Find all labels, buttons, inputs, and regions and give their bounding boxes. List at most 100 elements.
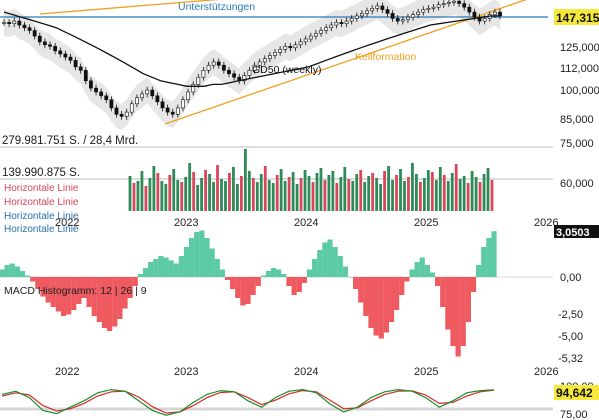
volume-bar [327,175,331,211]
macd-tick-5: -5,00 [558,331,583,343]
candle-body [119,113,124,117]
candle-body [124,111,129,117]
macd-bar [45,277,51,303]
candle-body [160,101,165,109]
candle-body [385,9,390,14]
candle-body [114,107,119,115]
formation-label: Keilformation [355,51,416,63]
macd-bar [271,268,277,277]
candle-body [165,107,170,113]
candle-body [416,11,421,15]
volume-bar [355,174,359,211]
volume-bar [204,170,207,211]
volume-bar [216,165,219,211]
volume-bar [375,178,379,211]
candle-body [400,19,405,22]
volume-bar [418,182,422,211]
macd-bar [250,277,256,295]
volume-bar [490,180,494,211]
macd-bar [219,269,225,277]
candle-body [104,95,109,101]
macd-bar [55,277,61,312]
macd-bar [337,256,343,277]
macd-bar [76,277,82,304]
candle-body [262,58,267,63]
price-tick-100: 100,000 [560,85,599,97]
volume-bar [176,180,180,211]
macd-bar [91,277,97,316]
macd-bar [255,277,261,286]
volume-bar [454,164,458,211]
macd-bar [378,277,384,339]
candle-body [170,111,175,115]
candle-body [472,11,477,18]
macd-bar [450,277,456,346]
stoch-tick-75: 75,00 [560,409,588,420]
macd-bar [414,262,420,277]
candle-body [216,61,221,66]
volume-bar [458,179,462,211]
volume-bar [474,177,478,211]
macd-bar [112,277,118,327]
volume-bar [200,178,204,211]
volume-bar [188,163,192,211]
volume-tick-75: 75,000 [560,138,594,150]
last-price-value: 147,315 [556,11,599,25]
macd-bar [404,277,410,282]
macd-bar [9,263,15,277]
volume-bar [466,183,470,211]
candle-body [421,9,426,13]
volume-bar [462,176,466,211]
macd-bar [399,277,405,295]
macd-bar [358,277,364,303]
volume-bar [442,175,446,211]
macd-bar [132,277,138,286]
macd-bar [322,242,328,277]
macd-bar [142,268,149,277]
candle-body [58,50,63,55]
macd-bar [455,277,461,357]
volume-bar [140,171,144,211]
volume-average: 139.990.875 S. [2,167,80,179]
macd-bar [317,250,323,277]
volume-bar [315,173,319,211]
candle-body [349,18,354,22]
candle-body [175,107,180,115]
macd-bar [368,277,374,328]
volume-bar [343,167,347,211]
macd-bar [353,277,359,289]
volume-bar [164,184,168,211]
year-2025-bottom: 2025 [414,366,438,378]
volume-bar [446,181,450,211]
macd-bar [40,277,46,297]
volume-bar [279,169,283,211]
volume-bar [196,185,200,211]
year-axis-bottom: 2022 2023 2024 2025 2026 [55,366,558,378]
stochastic-k-line [1,388,495,416]
volume-bar [144,186,148,211]
macd-bar [71,277,77,310]
volume-bar [259,174,263,211]
macd-bar [312,259,318,277]
macd-bar [383,277,389,333]
volume-bar [228,173,231,211]
volume-bar [311,182,315,211]
volume-bar [335,183,339,211]
candle-body [431,6,436,9]
macd-bar [491,231,497,277]
candle-body [344,20,349,25]
legend-horizontal-3: Horizontale Linie [4,211,79,222]
candle-body [457,0,461,4]
macd-bar [291,277,297,295]
macd-bar [445,277,451,330]
volume-bar [415,174,418,211]
macd-bar [194,232,200,277]
volume-bars [128,149,494,211]
candle-body [314,32,318,37]
macd-last-value: 3,0503 [556,227,590,239]
macd-bar [419,257,425,277]
volume-bar [291,172,295,211]
macd-bar [60,277,67,316]
year-2026-top: 2026 [534,217,558,229]
